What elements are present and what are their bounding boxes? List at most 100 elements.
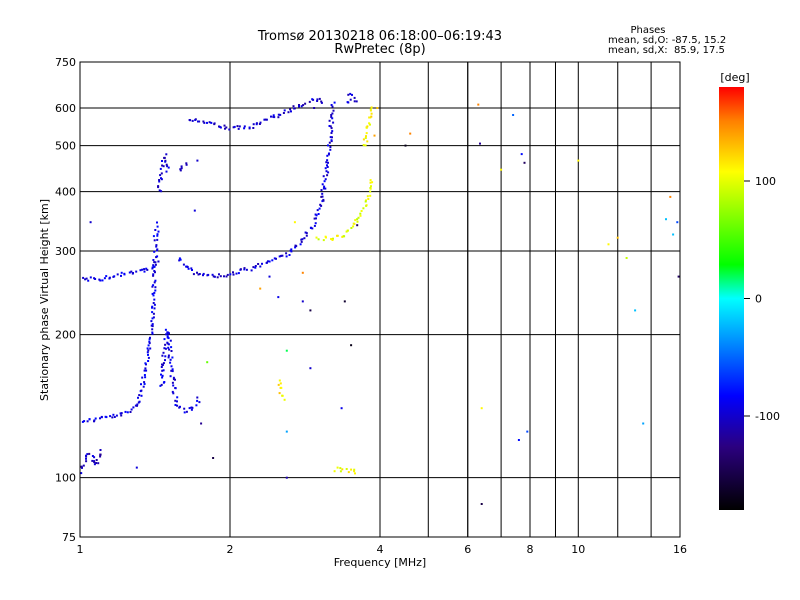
point-f_trace_main: [202, 272, 205, 275]
point-sparse: [350, 344, 353, 347]
point-f_trace_low: [145, 267, 148, 270]
point-f_trace_main: [288, 254, 291, 256]
point-low_blue_cluster: [85, 454, 87, 457]
point-spike_1p45: [161, 160, 163, 162]
point-f_trace_main: [202, 274, 204, 277]
point-sparse: [616, 236, 619, 239]
point-o_low_right: [171, 390, 174, 393]
point-f_trace_main: [330, 104, 333, 106]
point-f_trace_xupper: [308, 100, 311, 103]
point-o_low_right: [161, 374, 164, 377]
point-f_trace_main: [324, 187, 327, 190]
point-sparse: [320, 195, 323, 198]
point-o_low_trace: [100, 416, 103, 419]
point-o_low_right: [169, 375, 172, 378]
point-o_low_trace: [147, 349, 150, 352]
point-f_trace_xupper: [318, 97, 321, 100]
point-f_trace_low: [130, 270, 133, 273]
point-o_low_trace: [147, 360, 150, 362]
point-f_trace_xupper: [238, 125, 241, 128]
point-o_low_right: [171, 381, 174, 384]
point-f_trace_main: [331, 117, 334, 120]
point-f_trace_low: [139, 269, 142, 272]
point-f_trace_main: [273, 257, 276, 260]
point-x_trace: [366, 195, 369, 198]
point-f_trace_main: [316, 209, 319, 212]
point-x_trace_top: [365, 132, 368, 135]
point-o_low_trace: [115, 414, 118, 417]
point-f_trace_main: [326, 159, 329, 162]
point-low_blue_cluster: [91, 455, 94, 457]
point-f_trace_xupper: [202, 120, 205, 123]
point-f_trace_xupper: [320, 101, 323, 104]
point-x_trace: [365, 204, 368, 207]
point-f_trace_xupper: [298, 105, 300, 108]
point-o_low_trace: [155, 245, 158, 248]
point-hi_blue_cluster: [349, 92, 352, 95]
point-x_trace: [357, 216, 360, 219]
point-o_low_trace: [147, 344, 150, 347]
point-f_trace_xupper: [263, 118, 266, 121]
point-sparse: [634, 309, 637, 312]
point-o_low_trace: [149, 336, 151, 339]
x-tick-label-4: 4: [377, 543, 384, 556]
y-tick-label-750: 750: [55, 56, 76, 69]
point-f_trace_main: [330, 139, 333, 142]
x-tick-label-6: 6: [464, 543, 471, 556]
point-sparse: [577, 159, 580, 162]
point-spike_1p45: [160, 190, 163, 193]
point-f_trace_low: [120, 274, 122, 277]
point-sparse: [404, 144, 407, 147]
point-f_trace_xupper: [243, 125, 246, 128]
point-f_trace_xupper: [277, 113, 280, 116]
point-f_trace_main: [192, 273, 195, 276]
point-o_low_right: [196, 396, 199, 399]
point-o_low_right: [172, 384, 175, 387]
y-tick-label-200: 200: [55, 329, 76, 342]
point-sparse: [672, 233, 675, 236]
plot-grid: [80, 62, 680, 537]
point-o_low_trace: [120, 414, 123, 417]
point-o_low_trace: [88, 418, 91, 421]
point-f_trace_main: [239, 268, 242, 271]
point-f_trace_xupper: [255, 122, 258, 125]
point-o_low_trace: [94, 417, 97, 420]
point-f_trace_xupper: [316, 98, 319, 101]
point-spike_1p45: [165, 153, 168, 156]
point-x_trace: [354, 219, 357, 222]
point-o_low_right: [159, 384, 162, 387]
point-spike_1p45: [166, 165, 169, 168]
point-x_trace_top: [369, 123, 371, 126]
point-x_trace_top: [370, 112, 373, 115]
point-spike_1p45: [160, 172, 163, 175]
point-x_band_low: [354, 472, 356, 475]
point-o_low_trace: [156, 255, 159, 258]
point-o_low_right: [183, 407, 186, 410]
point-o_low_trace: [144, 367, 147, 370]
point-low_blue_cluster: [99, 449, 102, 451]
point-o_low_right: [161, 369, 164, 372]
point-low_blue_cluster: [85, 460, 88, 463]
point-x_trace_top: [368, 116, 371, 119]
point-f_trace_main: [314, 222, 317, 225]
point-low_blue_cluster: [97, 462, 100, 465]
point-x_band_low: [345, 468, 348, 470]
point-yellow_sporadic: [283, 398, 286, 401]
point-f_trace_main: [213, 275, 216, 278]
point-o_low_right: [198, 401, 201, 404]
point-f_trace_main: [321, 183, 324, 186]
point-x_band_low: [347, 471, 350, 474]
point-f_trace_main: [261, 262, 263, 265]
point-o_low_trace: [129, 411, 132, 413]
point-o_low_right: [167, 343, 170, 346]
point-f_trace_main: [326, 166, 329, 168]
point-f_trace_xupper: [259, 121, 262, 124]
point-o_low_right: [166, 335, 169, 338]
point-o_low_right: [162, 362, 165, 365]
point-f_trace_main: [182, 263, 185, 266]
point-f_trace_main: [243, 268, 246, 271]
point-o_low_right: [174, 378, 176, 381]
stats-x-line: mean, sd,X: 85.9, 17.5: [608, 45, 725, 56]
point-f_trace_main: [300, 240, 303, 243]
